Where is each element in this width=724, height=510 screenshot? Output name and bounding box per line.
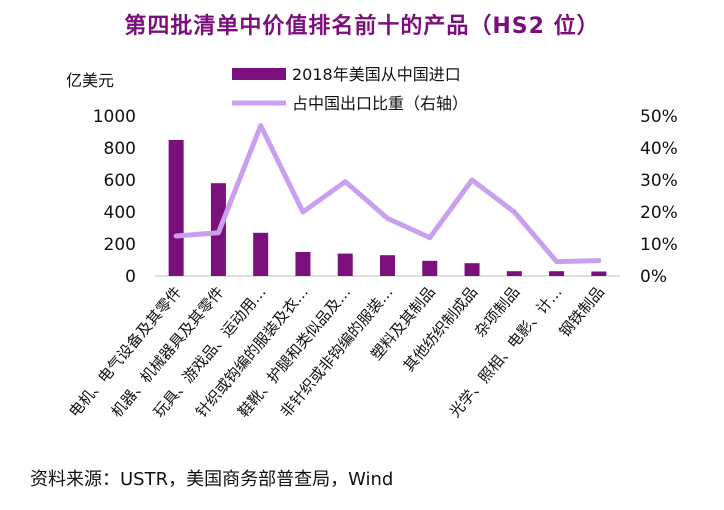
y-left-tick-label: 0 [125, 267, 136, 287]
category-label: 其他纺织制成品 [400, 283, 481, 375]
bar [295, 252, 311, 276]
y-right-tick-label: 40% [640, 139, 678, 159]
legend-line-label: 占中国出口比重（右轴） [292, 94, 468, 113]
bar [337, 253, 353, 276]
y-right-tick-label: 10% [640, 235, 678, 255]
bar [591, 271, 607, 276]
legend: 2018年美国从中国进口 占中国出口比重（右轴） [232, 65, 468, 113]
bar [549, 271, 565, 276]
y-left-tick-label: 400 [104, 203, 136, 223]
category-label: 钢铁制品 [556, 283, 608, 341]
bar [464, 263, 480, 276]
bar [253, 232, 269, 276]
y-left-tick-label: 200 [104, 235, 136, 255]
y-right-tick-label: 20% [640, 203, 678, 223]
category-labels: 电机、电气设备及其零件机器、机械器具及其零件玩具、游戏品、运动用…针织或钩编的服… [65, 283, 608, 421]
y-axis-right-ticks: 0% 10% 20% 30% 40% 50% [640, 107, 678, 287]
bar [380, 255, 395, 276]
source-note: 资料来源：USTR，美国商务部普查局，Wind [30, 469, 394, 490]
legend-bar-label: 2018年美国从中国进口 [292, 65, 461, 84]
y-axis-left-ticks: 0 200 400 600 800 1000 [93, 107, 136, 287]
share-line [173, 123, 602, 265]
legend-bar-swatch [232, 68, 286, 80]
y-left-tick-label: 600 [104, 171, 136, 191]
y-left-tick-label: 1000 [93, 107, 136, 127]
y-axis-left-label: 亿美元 [66, 71, 114, 90]
bar [506, 271, 522, 276]
y-right-tick-label: 30% [640, 171, 678, 191]
y-left-tick-label: 800 [104, 139, 136, 159]
y-right-tick-label: 0% [640, 267, 667, 287]
bar [422, 260, 438, 276]
chart-title: 第四批清单中价值排名前十的产品（HS2 位） [124, 14, 600, 39]
bar-series [168, 140, 607, 276]
line-series [173, 123, 602, 265]
bar [168, 140, 184, 276]
y-right-tick-label: 50% [640, 107, 678, 127]
